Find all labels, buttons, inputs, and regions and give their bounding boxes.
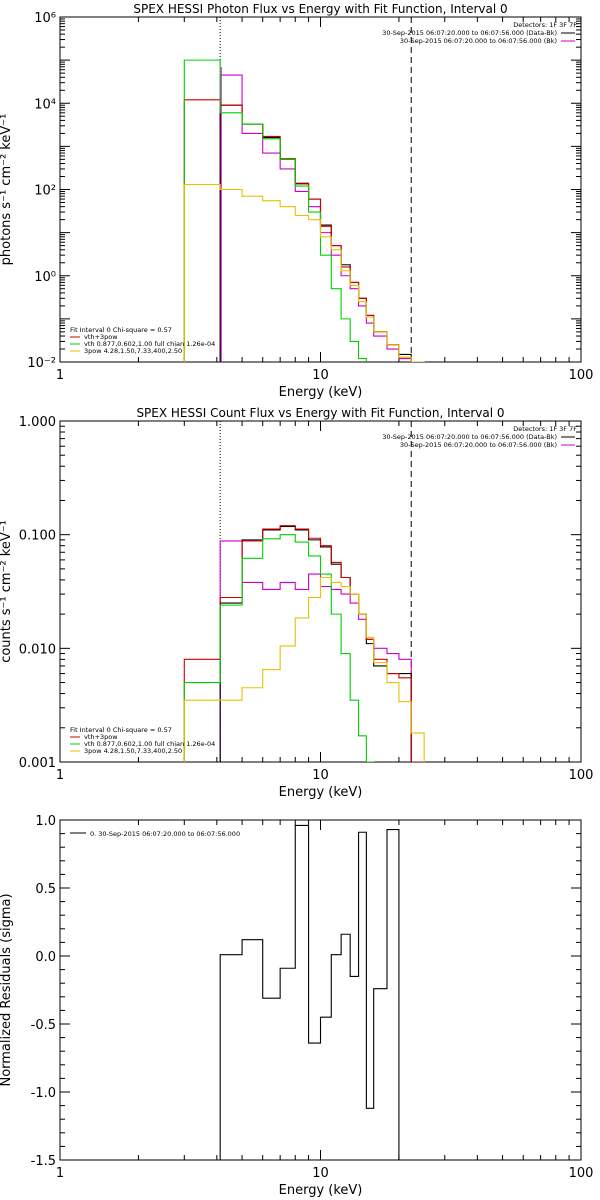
y-tick-label: 1.0 <box>35 814 56 829</box>
x-tick-label: 100 <box>569 768 594 783</box>
y-tick-label: 0.0 <box>35 950 56 965</box>
legend-entry: 30-Sep-2015 06:07:20.000 to 06:07:56.000… <box>400 37 557 45</box>
x-axis: 1 10 100 Energy (keV) <box>56 820 594 1198</box>
y-axis-label: Normalized Residuals (sigma) <box>0 893 14 1086</box>
series-yellow <box>183 184 425 362</box>
x-axis-label: Energy (keV) <box>279 1183 363 1198</box>
series-black <box>219 824 412 1160</box>
series-group <box>183 59 425 362</box>
legend-entry: 30-Sep-2015 06:07:20.000 to 06:07:56.000… <box>382 433 557 441</box>
y-tick-label: 0.001 <box>19 756 56 771</box>
legend-entry: 30-Sep-2015 06:07:20.000 to 06:07:56.000… <box>382 29 557 37</box>
series-green <box>183 59 367 362</box>
series-black <box>219 104 412 362</box>
series-group <box>183 525 425 762</box>
x-axis-label: Energy (keV) <box>279 385 363 400</box>
y-tick-label: 1.000 <box>19 415 56 430</box>
legend-fit-header: Fit Interval 0 Chi-square = 0.57 <box>70 726 172 734</box>
y-axis-label: counts s⁻¹ cm⁻² keV⁻¹ <box>0 520 14 663</box>
legend-top: 0. 30-Sep-2015 06:07:20.000 to 06:07:56.… <box>70 830 240 838</box>
y-axis: -1.5 -1.0 -0.5 0.0 0.5 1.0 Normalized Residual… <box>0 814 581 1169</box>
x-tick-label: 1 <box>56 1166 64 1181</box>
y-tick-label: -1.0 <box>31 1086 56 1101</box>
y-axis: 0.001 0.010 0.100 1.000 counts s⁻¹ cm⁻² keV⁻… <box>0 415 581 771</box>
y-tick-label: 0.100 <box>19 529 56 544</box>
x-tick-label: 10 <box>312 1166 329 1181</box>
y-tick-label: 10⁶ <box>34 11 56 26</box>
legend-fit-header: Fit Interval 0 Chi-square = 0.57 <box>70 326 172 334</box>
legend-entry: vth 0.877,0.602,1.00 full chian 1.26e-04 <box>84 740 215 748</box>
legend-bottom: Fit Interval 0 Chi-square = 0.57vth+3pow… <box>70 726 215 755</box>
y-tick-label: 10² <box>34 184 56 199</box>
series-yellow <box>183 576 425 762</box>
legend-entry: vth+3pow <box>84 733 118 741</box>
series-magenta <box>219 74 412 362</box>
chart-title: SPEX HESSI Photon Flux vs Energy with Fi… <box>133 2 507 16</box>
y-tick-label: 10⁰ <box>34 270 56 285</box>
x-tick-label: 100 <box>569 1166 594 1181</box>
chart-panel-1: SPEX HESSI Photon Flux vs Energy with Fi… <box>0 2 593 400</box>
plot-frame <box>59 16 582 363</box>
y-tick-label: 10⁻² <box>27 356 56 371</box>
y-axis: 10⁻² 10⁰ 10² 10⁴ 10⁶ photons s⁻¹ cm⁻² keV⁻¹ <box>0 11 581 371</box>
y-tick-label: -0.5 <box>31 1018 56 1033</box>
legend-header: Detectors: 1F 3F 7F <box>513 21 577 29</box>
chart-title: SPEX HESSI Count Flux vs Energy with Fit… <box>136 406 504 420</box>
plot-frame <box>59 819 582 1161</box>
series-red <box>183 525 425 762</box>
legend-entry: 3pow 4.28,1.50,7.33,400,2.50 <box>84 747 182 755</box>
x-tick-label: 100 <box>569 368 594 383</box>
series-magenta <box>219 540 412 762</box>
y-tick-label: -1.5 <box>31 1154 56 1169</box>
legend-entry: 30-Sep-2015 06:07:20.000 to 06:07:56.000… <box>400 441 557 449</box>
legend-entry: 3pow 4.28,1.50,7.33,400,2.50 <box>84 347 182 355</box>
y-tick-label: 10⁴ <box>34 97 56 112</box>
x-axis: 1 10 100 Energy (keV) <box>56 17 594 400</box>
x-tick-label: 1 <box>56 368 64 383</box>
legend-entry: vth 0.877,0.602,1.00 full chian 1.26e-04 <box>84 340 215 348</box>
x-tick-label: 10 <box>312 368 329 383</box>
legend-entry: 0. 30-Sep-2015 06:07:20.000 to 06:07:56.… <box>90 830 240 838</box>
legend-header: Detectors: 1F 3F 7F <box>513 425 577 433</box>
y-axis-label: photons s⁻¹ cm⁻² keV⁻¹ <box>0 114 14 266</box>
y-tick-label: 0.5 <box>35 882 56 897</box>
x-tick-label: 1 <box>56 768 64 783</box>
series-green <box>183 534 375 762</box>
series-black <box>219 525 412 762</box>
chart-panel-3: 1 10 100 Energy (keV) -1.5 -1.0 -0.5 0.0 0.5 1.0 N… <box>0 814 593 1198</box>
legend-entry: vth+3pow <box>84 333 118 341</box>
chart-panel-2: SPEX HESSI Count Flux vs Energy with Fit… <box>0 406 593 800</box>
x-tick-label: 10 <box>312 768 329 783</box>
x-axis-label: Energy (keV) <box>279 785 363 800</box>
legend-bottom: Fit Interval 0 Chi-square = 0.57vth+3pow… <box>70 326 215 355</box>
x-axis: 1 10 100 Energy (keV) <box>56 421 594 800</box>
y-tick-label: 0.010 <box>19 642 56 657</box>
series-group <box>219 824 412 1160</box>
